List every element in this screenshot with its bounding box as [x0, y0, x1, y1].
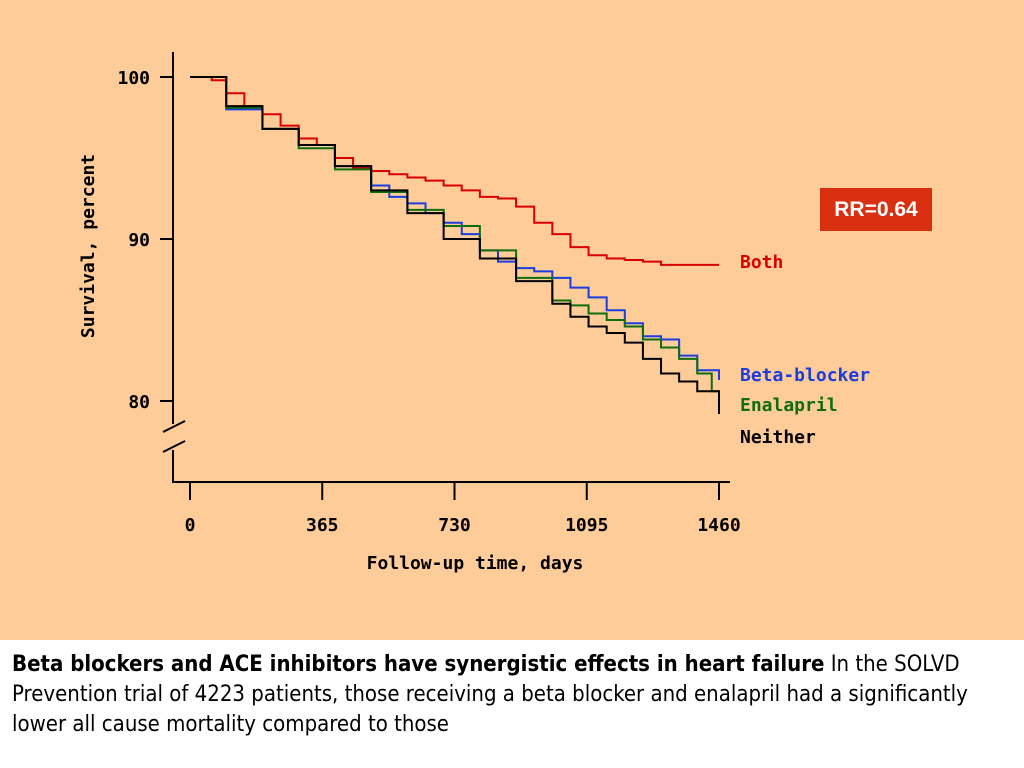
- series-neither-line: [190, 76, 720, 414]
- caption-heading: Beta blockers and ACE inhibitors have sy…: [12, 652, 825, 677]
- y-tick-label: 100: [117, 68, 150, 89]
- series-both-line: [190, 76, 719, 266]
- caption: Beta blockers and ACE inhibitors have sy…: [12, 650, 1016, 768]
- x-tick-label: 730: [438, 515, 471, 536]
- y-axis-title: Survival, percent: [78, 154, 99, 338]
- y-tick-label: 90: [128, 230, 150, 251]
- x-tick-label: 1095: [565, 515, 608, 536]
- x-tick-label: 365: [306, 515, 339, 536]
- series-label-enalapril: Enalapril: [740, 395, 838, 416]
- series-label-both: Both: [740, 252, 783, 273]
- rr-annotation-badge: RR=0.64: [820, 188, 932, 231]
- caption-text: In the SOLVD Prevention trial of 4223 pa…: [12, 652, 968, 737]
- x-tick-label: 0: [185, 515, 196, 536]
- slide-panel: 80 90 100 0 365 730 1095 1460 Follow-up time, da…: [0, 0, 1024, 640]
- series-beta-blocker-line: [190, 76, 720, 380]
- x-axis-title: Follow-up time, days: [367, 553, 584, 574]
- y-tick-label: 80: [128, 392, 150, 413]
- y-axis-break-mark: [162, 440, 186, 453]
- survival-chart: 80 90 100 0 365 730 1095 1460 Follow-up time, da…: [78, 52, 870, 574]
- y-axis-break-mark: [162, 420, 186, 433]
- series-label-neither: Neither: [740, 427, 816, 448]
- series-label-beta-blocker: Beta-blocker: [740, 365, 870, 386]
- x-tick-label: 1460: [697, 515, 740, 536]
